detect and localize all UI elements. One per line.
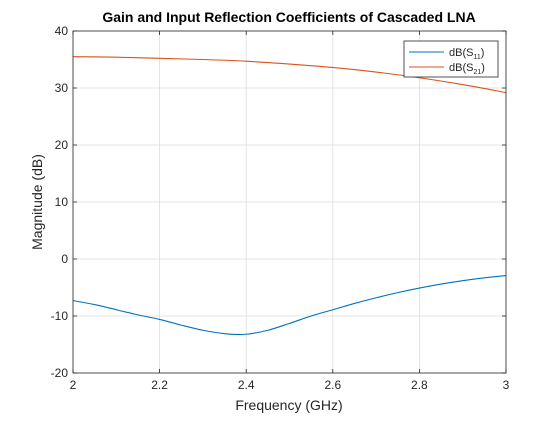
y-axis-label: Magnitude (dB) xyxy=(29,154,45,250)
legend-label-base: dB(S xyxy=(449,47,473,59)
series-line-s21 xyxy=(72,56,507,94)
y-tick-label: 40 xyxy=(55,24,69,38)
x-tick-label: 2.6 xyxy=(324,378,341,392)
x-tick-label: 2 xyxy=(70,378,77,392)
x-tick-label: 2.4 xyxy=(238,378,255,392)
legend: dB(S11)dB(S21) xyxy=(403,40,499,78)
y-tick-label: 20 xyxy=(55,138,69,152)
series-line-s11 xyxy=(72,274,507,336)
legend-box xyxy=(403,40,499,78)
legend-label-end: ) xyxy=(481,47,485,59)
legend-label-subscript: 11 xyxy=(473,54,480,61)
legend-label-subscript: 21 xyxy=(473,69,481,76)
series-layer xyxy=(72,56,507,336)
x-tick-label: 3 xyxy=(503,378,510,392)
x-tick-label: 2.8 xyxy=(411,378,428,392)
y-tick-label: -10 xyxy=(51,309,69,323)
legend-label-base: dB(S xyxy=(449,62,473,74)
legend-item-s21: dB(S21) xyxy=(409,62,485,76)
chart-title: Gain and Input Reflection Coefficients o… xyxy=(102,9,475,25)
y-tick-label: 0 xyxy=(61,252,68,266)
legend-label-s21: dB(S21) xyxy=(449,62,485,76)
y-tick-label: -20 xyxy=(51,366,69,380)
y-tick-label: 30 xyxy=(55,81,69,95)
x-axis-label: Frequency (GHz) xyxy=(235,397,342,413)
x-tick-label: 2.2 xyxy=(151,378,168,392)
legend-item-s11: dB(S11) xyxy=(409,47,484,61)
legend-label-end: ) xyxy=(481,62,485,74)
legend-label-s11: dB(S11) xyxy=(449,47,484,61)
ticks: 2 2.2 2.4 2.6 2.8 3 -20 -10 0 10 20 30 40 xyxy=(51,24,510,392)
y-tick-label: 10 xyxy=(55,195,69,209)
